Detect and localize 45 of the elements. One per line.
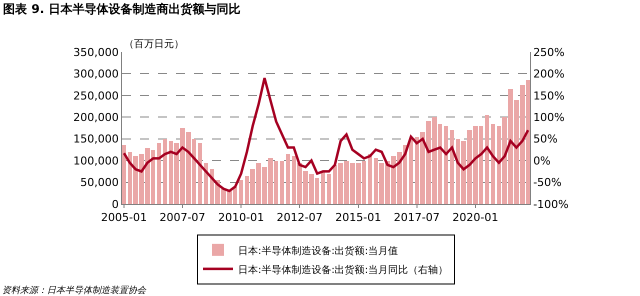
bar bbox=[321, 171, 325, 204]
bar bbox=[409, 139, 413, 204]
bar bbox=[450, 130, 454, 204]
x-tick-label: 2012-07 bbox=[276, 211, 323, 224]
bar bbox=[239, 180, 243, 204]
bar bbox=[198, 143, 202, 204]
y2-tick-label: -50% bbox=[533, 176, 562, 190]
bar bbox=[122, 145, 126, 204]
legend-label: 日本:半导体制造设备:出货额:当月同比（右轴） bbox=[238, 264, 448, 276]
y-tick-label: 200,000 bbox=[73, 110, 119, 124]
bar bbox=[163, 139, 167, 204]
x-tick-label: 2015-01 bbox=[335, 211, 382, 224]
y-tick-label: 250,000 bbox=[73, 89, 119, 102]
y-axis-title: （百万日元） bbox=[124, 39, 184, 50]
bar bbox=[204, 163, 208, 204]
line-series bbox=[122, 76, 530, 192]
y-tick-label: 300,000 bbox=[73, 68, 119, 81]
x-tick-label: 2010-01 bbox=[218, 211, 264, 224]
bar bbox=[280, 161, 284, 204]
x-tick-label: 2017-07 bbox=[394, 211, 440, 224]
text: 资料来源：日本半导体制造装置协会 bbox=[2, 285, 147, 296]
bar bbox=[444, 126, 448, 204]
bar bbox=[368, 154, 372, 204]
y-tick-label: 0 bbox=[112, 198, 119, 211]
y-tick-label: 150,000 bbox=[73, 132, 119, 146]
legend-label: 日本:半导体制造设备:出货额:当月值 bbox=[238, 244, 398, 257]
y-tick-label: 350,000 bbox=[73, 46, 119, 59]
y2-tick-label: 200% bbox=[533, 68, 565, 81]
bar bbox=[485, 115, 489, 204]
y2-tick-label: -100% bbox=[533, 198, 569, 211]
bar bbox=[157, 143, 161, 204]
y2-tick-label: 0% bbox=[533, 154, 551, 168]
bar bbox=[286, 154, 290, 204]
y-tick-label: 50,000 bbox=[80, 176, 119, 190]
y2-tick-label: 100% bbox=[533, 110, 565, 124]
x-tick-label: 2020-01 bbox=[452, 211, 498, 224]
y2-tick-label: 250% bbox=[533, 46, 565, 59]
x-tick-label: 2007-07 bbox=[159, 211, 206, 224]
y2-tick-label: 150% bbox=[533, 89, 565, 102]
y2-tick-label: 50% bbox=[533, 132, 558, 146]
bar bbox=[491, 124, 495, 204]
chart-title: 图表 9. 日本半导体设备制造商出货额与同比 bbox=[3, 2, 240, 16]
x-tick-label: 2005-01 bbox=[101, 211, 147, 224]
bar bbox=[327, 174, 331, 204]
y-tick-label: 100,000 bbox=[73, 154, 119, 168]
